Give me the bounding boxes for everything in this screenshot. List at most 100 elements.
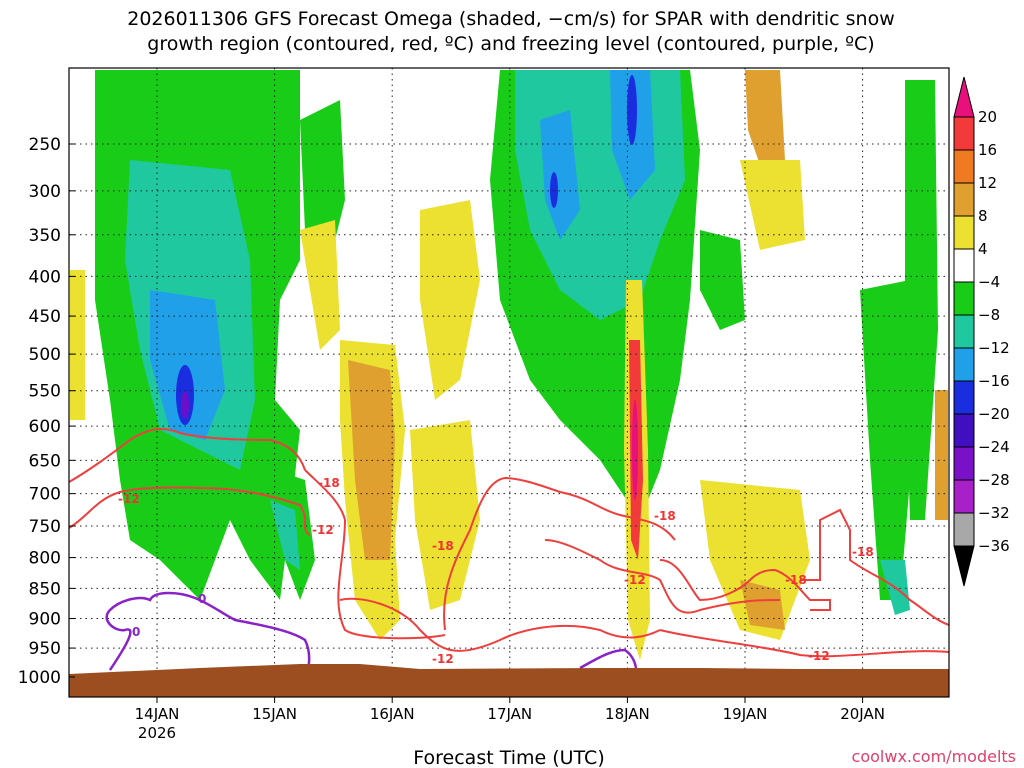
x-tick-label: 20JAN (840, 705, 885, 723)
colorbar-swatch (953, 149, 975, 184)
contour-minus18-a (69, 428, 306, 483)
upward-blue-region-4 (540, 110, 580, 240)
colorbar-swatch (953, 380, 975, 415)
x-axis-year-label: 2026 (138, 724, 176, 742)
y-tick-label: 950 (29, 639, 61, 659)
upward-core-max-1 (181, 391, 189, 419)
colorbar-swatch (953, 182, 975, 217)
contour-minus18-c (443, 476, 676, 631)
y-tick-label: 450 (29, 307, 61, 327)
contour-label: -12 (312, 523, 334, 537)
upward-core-region-4 (550, 172, 558, 208)
colorbar-tick-label: −8 (978, 306, 1000, 324)
y-tick-label: 400 (29, 267, 61, 287)
upward-teal-region-3 (270, 500, 300, 570)
colorbar-swatch (953, 281, 975, 316)
colorbar-swatch (953, 413, 975, 448)
freezing-label: 0 (132, 625, 140, 639)
upward-green-region-2 (300, 100, 345, 260)
y-tick-label: 800 (29, 549, 61, 569)
x-tick-label: 14JAN (135, 705, 180, 723)
x-tick-label: 16JAN (370, 705, 415, 723)
upward-green-region-7 (860, 280, 915, 600)
y-tick-label: 850 (29, 579, 61, 599)
downward-yellow-region-2 (300, 220, 340, 350)
contour-minus12-a (69, 486, 311, 536)
contour-label-group: -12 -18 -12 -18 -18 -12 -18 -18 -12 -12 … (118, 476, 874, 666)
y-tick-label: 550 (29, 382, 61, 402)
colorbar-tick-label: −24 (978, 438, 1010, 456)
y-tick-label: 650 (29, 451, 61, 471)
y-tick-label: 600 (29, 417, 61, 437)
contour-minus12-b (339, 597, 661, 652)
colorbar-tick-label: −28 (978, 471, 1010, 489)
contour-label: -12 (808, 649, 830, 663)
freezing-contour-b (579, 648, 638, 670)
colorbar-swatch (953, 215, 975, 250)
y-tick-label: 250 (29, 135, 61, 155)
x-axis-ticks: 14JAN 15JAN 16JAN 17JAN 18JAN 19JAN 20JAN (135, 697, 885, 723)
contour-label: -18 (852, 545, 874, 559)
colorbar-swatch (953, 314, 975, 349)
colorbar-tick-label: −36 (978, 537, 1010, 555)
contour-minus12-c (544, 539, 781, 614)
downward-yellow-region-7 (700, 480, 810, 640)
colorbar-tick-label: 12 (978, 174, 997, 192)
colorbar-swatch (953, 446, 975, 481)
colorbar-tick-label: −4 (978, 273, 1000, 291)
colorbar-swatch (953, 479, 975, 514)
x-axis-title: Forecast Time (UTC) (413, 747, 604, 768)
upward-green-region-8 (905, 80, 938, 520)
upward-green-region-6 (700, 230, 745, 330)
contour-label: -18 (432, 539, 454, 553)
colorbar-tick-label: 16 (978, 141, 997, 159)
chart-title-line-2: growth region (contoured, red, ºC) and f… (147, 33, 874, 55)
colorbar-swatch (953, 248, 975, 283)
chart-title-line-1: 2026011306 GFS Forecast Omega (shaded, −… (127, 8, 895, 30)
colorbar-bottom-arrow (953, 545, 975, 587)
contour-label: -18 (318, 476, 340, 490)
x-tick-label: 15JAN (252, 705, 297, 723)
freezing-contour-a (105, 591, 311, 671)
y-tick-label: 900 (29, 610, 61, 630)
x-tick-label: 17JAN (487, 705, 532, 723)
colorbar-tick-label: 4 (978, 240, 988, 258)
colorbar-tick-label: 8 (978, 207, 988, 225)
colorbar-tick-label: 20 (978, 108, 997, 126)
contour-label: -12 (432, 652, 454, 666)
contour-label: -18 (654, 509, 676, 523)
dendritic-contours (69, 428, 949, 658)
x-tick-label: 19JAN (723, 705, 768, 723)
upward-blue-region-1 (150, 290, 225, 440)
contour-label: -18 (785, 573, 807, 587)
ground-terrain (69, 664, 949, 697)
colorbar-tick-label: −20 (978, 405, 1010, 423)
colorbar-swatch (953, 512, 975, 547)
contour-minus18-e (800, 508, 949, 626)
downward-yellow-region-6 (740, 160, 805, 250)
colorbar-tick-label: −16 (978, 372, 1010, 390)
y-tick-label: 350 (29, 226, 61, 246)
contour-minus12-d (659, 629, 949, 658)
downward-yellow-region-3 (420, 200, 480, 400)
colorbar-swatch (953, 347, 975, 382)
upward-core-region-5 (627, 75, 637, 145)
y-tick-label: 700 (29, 485, 61, 505)
contour-label: -12 (118, 492, 140, 506)
downward-orange-region-7 (740, 580, 785, 630)
downward-yellow-region-5 (410, 420, 480, 610)
y-tick-label: 300 (29, 182, 61, 202)
contour-minus18-b (304, 469, 446, 640)
colorbar-tick-label: −32 (978, 504, 1010, 522)
downward-orange-region-8 (935, 390, 948, 520)
colorbar: 20 16 12 8 4 −4 −8 −12 −16 −20 −24 −28 −32 −36 (953, 76, 1010, 587)
x-tick-label: 18JAN (605, 705, 650, 723)
y-axis-ticks: 250 300 350 400 450 500 550 600 650 700 750 800 850 9… (18, 135, 75, 688)
omega-shading (70, 70, 948, 660)
contour-label: -12 (624, 573, 646, 587)
y-tick-label: 750 (29, 517, 61, 537)
downward-spike-core (632, 400, 638, 500)
colorbar-tick-label: −12 (978, 339, 1010, 357)
freezing-label: 0 (198, 592, 206, 606)
